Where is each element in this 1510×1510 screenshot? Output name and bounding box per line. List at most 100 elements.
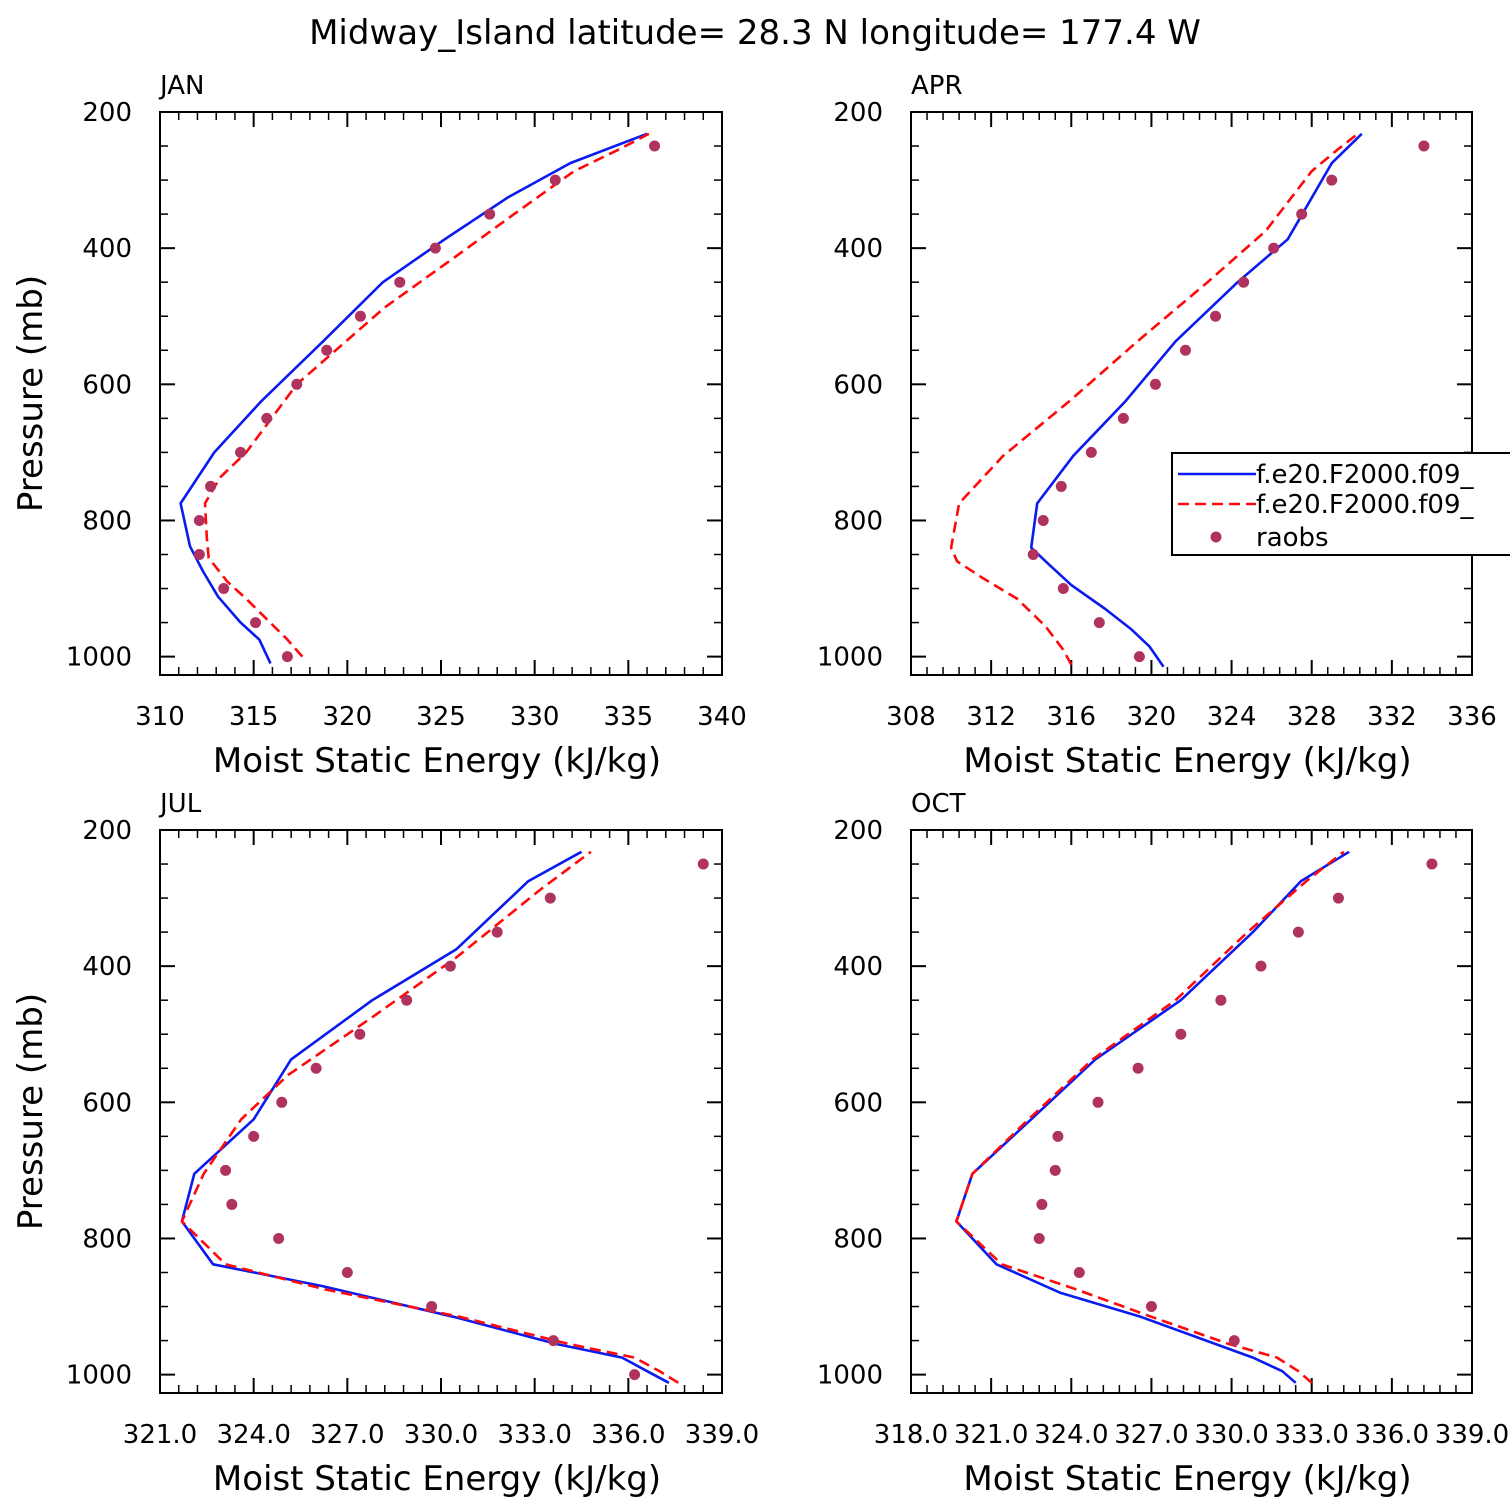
x-tick-label: 330	[510, 702, 560, 732]
raobs-point	[248, 1130, 260, 1142]
x-tick-label: 321.0	[954, 1420, 1028, 1450]
raobs-point	[1149, 378, 1161, 390]
raobs-point	[1073, 1267, 1085, 1279]
y-tick-label: 1000	[817, 1361, 883, 1391]
y-tick-label: 1000	[66, 1361, 132, 1391]
series-line-solid	[180, 850, 670, 1384]
plot-frame	[910, 111, 1473, 676]
x-tick-label: 327.0	[310, 1420, 384, 1450]
raobs-point	[426, 1301, 438, 1313]
raobs-point	[205, 480, 217, 492]
raobs-point	[1057, 583, 1069, 595]
raobs-point	[250, 617, 262, 629]
raobs-point	[547, 1335, 559, 1347]
plot-frame	[910, 829, 1473, 1394]
x-tick-label: 333.0	[497, 1420, 571, 1450]
x-tick-label: 332	[1367, 702, 1417, 732]
x-tick-label: 330.0	[1194, 1420, 1268, 1450]
raobs-point	[193, 514, 205, 526]
y-tick-label: 800	[833, 1224, 883, 1254]
x-tick-label: 324.0	[216, 1420, 290, 1450]
plot-frame	[159, 111, 723, 676]
x-tick-label: 324	[1207, 702, 1257, 732]
x-tick-label: 310	[135, 702, 185, 732]
raobs-point	[1145, 1301, 1157, 1313]
x-tick-label: 316	[1046, 702, 1096, 732]
raobs-point	[629, 1369, 641, 1381]
raobs-point	[1296, 208, 1308, 220]
series-line-dashed	[949, 132, 1359, 666]
raobs-point	[281, 651, 293, 663]
series-line-dashed	[955, 850, 1345, 1384]
series-layer	[179, 132, 661, 664]
x-tick-label: 320	[323, 702, 373, 732]
y-tick-label: 600	[82, 1088, 132, 1118]
raobs-point	[429, 242, 441, 254]
x-axis-label: Moist Static Energy (kJ/kg)	[213, 741, 661, 781]
raobs-point	[1210, 310, 1222, 322]
y-axis-label: Pressure (mb)	[11, 993, 51, 1230]
raobs-point	[444, 960, 456, 972]
x-tick-label: 336.0	[1355, 1420, 1429, 1450]
raobs-point	[544, 892, 556, 904]
raobs-point	[354, 310, 366, 322]
raobs-point	[1055, 480, 1067, 492]
y-tick-label: 800	[82, 506, 132, 536]
x-tick-label: 336.0	[591, 1420, 665, 1450]
x-tick-label: 325	[416, 702, 466, 732]
series-raobs	[1027, 140, 1430, 663]
x-tick-label: 328	[1287, 702, 1337, 732]
series-line-solid	[1029, 132, 1363, 668]
raobs-point	[1117, 412, 1129, 424]
raobs-point	[1215, 994, 1227, 1006]
raobs-point	[491, 926, 503, 938]
x-tick-label: 333.0	[1274, 1420, 1348, 1450]
x-axis-label: Moist Static Energy (kJ/kg)	[963, 1459, 1411, 1499]
series-raobs	[1033, 858, 1438, 1347]
legend-label: f.e20.F2000.f09_	[1256, 490, 1474, 520]
series-layer	[955, 850, 1438, 1384]
raobs-point	[401, 994, 413, 1006]
raobs-point	[649, 140, 661, 152]
legend-swatch-dot	[1210, 531, 1222, 543]
panel-apr: APR 308 312 316 320 324 328 332 336 1000 800 600 400…	[817, 71, 1497, 781]
x-tick-label: 339.0	[685, 1420, 759, 1450]
series-line-dashed	[180, 850, 679, 1384]
raobs-point	[226, 1198, 238, 1210]
raobs-point	[1027, 549, 1039, 561]
panel-label: JAN	[158, 71, 204, 101]
raobs-point	[291, 378, 303, 390]
x-tick-label: 339.0	[1435, 1420, 1509, 1450]
raobs-point	[218, 583, 230, 595]
plot-frame	[159, 829, 723, 1394]
raobs-point	[1133, 651, 1145, 663]
raobs-point	[354, 1028, 366, 1040]
raobs-point	[1049, 1164, 1061, 1176]
panel-jul: JUL 321.0 324.0 327.0 330.0 333.0 336.0 339.0 10…	[11, 789, 759, 1499]
x-tick-label: 321.0	[123, 1420, 197, 1450]
panel-label: APR	[911, 71, 963, 101]
raobs-point	[549, 174, 561, 186]
figure-title: Midway_Island latitude= 28.3 N longitude…	[309, 13, 1201, 53]
raobs-point	[310, 1062, 322, 1074]
y-tick-label: 200	[833, 98, 883, 128]
series-layer	[180, 850, 709, 1384]
panel-label: OCT	[911, 789, 966, 819]
raobs-point	[697, 858, 709, 870]
y-tick-label: 400	[833, 234, 883, 264]
series-line-dashed	[203, 132, 650, 658]
y-tick-label: 400	[82, 952, 132, 982]
series-layer	[949, 132, 1430, 668]
legend-label: raobs	[1256, 523, 1329, 553]
panel-jan: JAN 310 315 320 325 330 335 340 1000 800 600 400 200…	[11, 71, 747, 781]
x-tick-label: 320	[1127, 702, 1177, 732]
x-axis-label: Moist Static Energy (kJ/kg)	[213, 1459, 661, 1499]
y-tick-label: 200	[82, 98, 132, 128]
raobs-point	[1132, 1062, 1144, 1074]
raobs-point	[193, 549, 205, 561]
raobs-point	[394, 276, 406, 288]
x-axis-label: Moist Static Energy (kJ/kg)	[963, 741, 1411, 781]
series-raobs	[193, 140, 661, 663]
y-tick-label: 200	[82, 816, 132, 846]
